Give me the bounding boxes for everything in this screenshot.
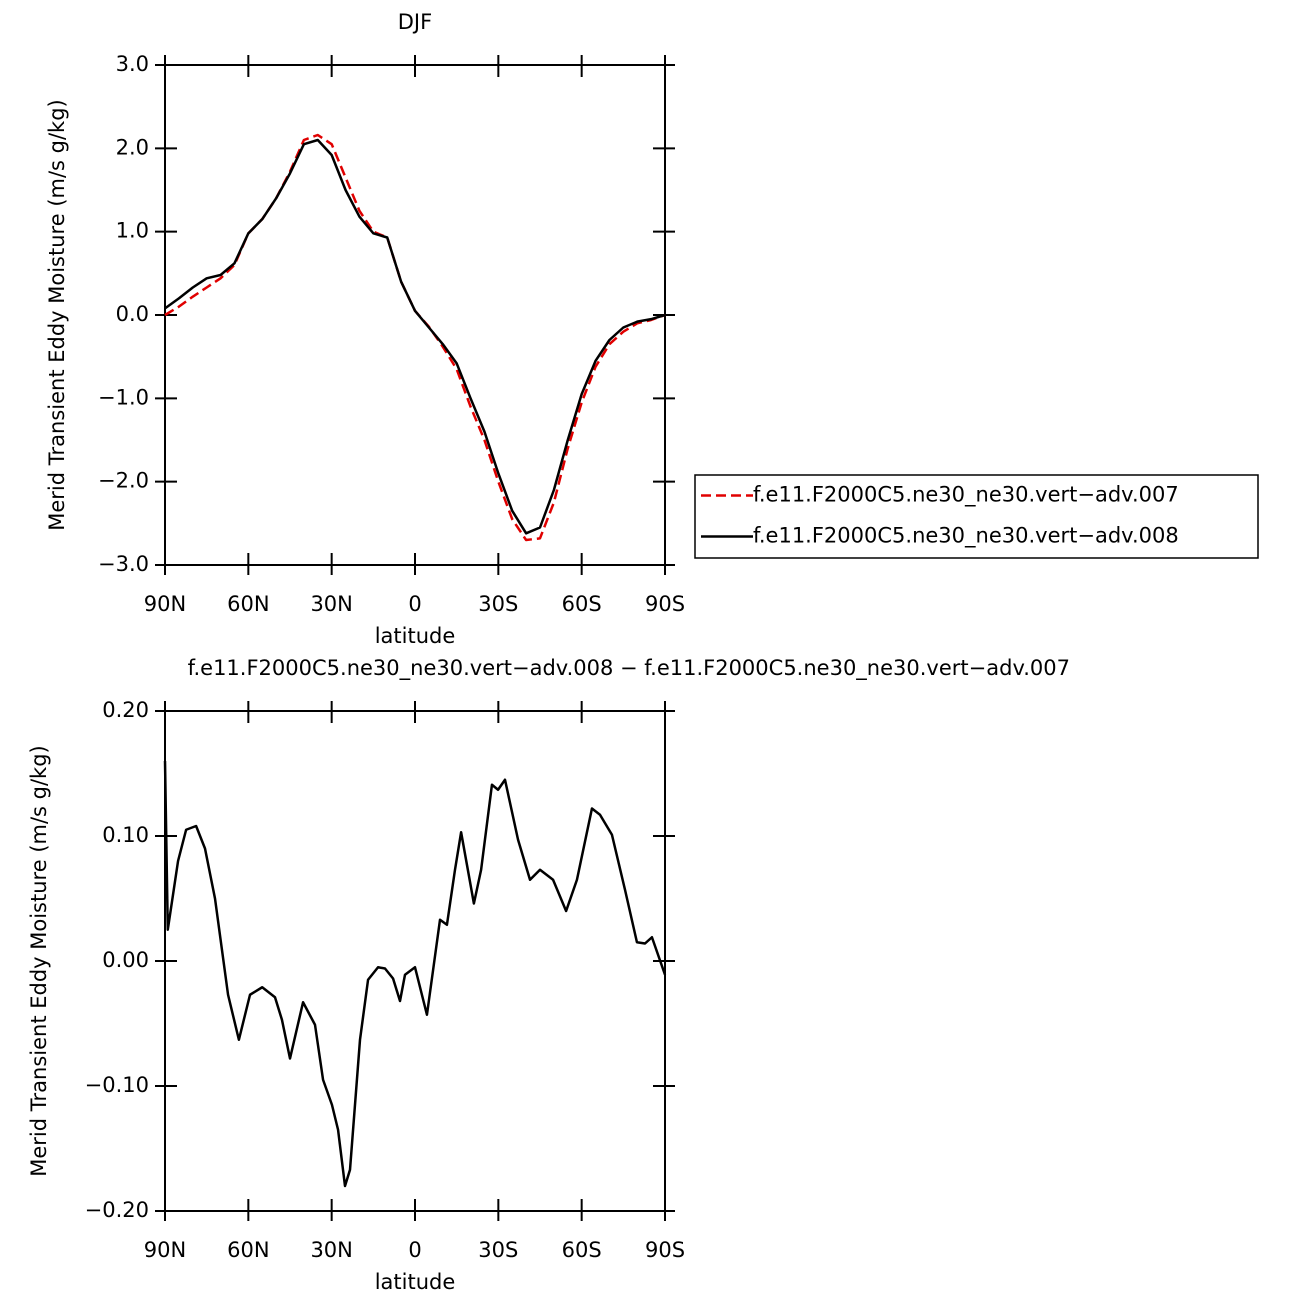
x-tick-label: 30N bbox=[310, 1238, 352, 1262]
y-tick-label: 3.0 bbox=[116, 52, 149, 76]
x-tick-label: 60N bbox=[227, 1238, 269, 1262]
y-axis-label: Merid Transient Eddy Moisture (m/s g/kg) bbox=[27, 745, 51, 1177]
y-tick-label: −0.20 bbox=[85, 1198, 149, 1222]
plot-frame bbox=[164, 710, 666, 1212]
x-axis-label: latitude bbox=[375, 1270, 456, 1294]
legend-label: f.e11.F2000C5.ne30_ne30.vert−adv.007 bbox=[753, 483, 1179, 508]
x-tick-label: 60S bbox=[562, 592, 602, 616]
y-tick-label: 1.0 bbox=[116, 219, 149, 243]
data-line bbox=[164, 138, 666, 535]
x-tick-label: 30S bbox=[478, 592, 518, 616]
x-tick-label: 90S bbox=[645, 1238, 685, 1262]
x-tick-label: 90N bbox=[144, 1238, 186, 1262]
y-tick-label: 0.20 bbox=[102, 698, 149, 722]
y-tick-label: −0.10 bbox=[85, 1073, 149, 1097]
x-tick-label: 60N bbox=[227, 592, 269, 616]
y-tick-label: 0.10 bbox=[102, 823, 149, 847]
data-line bbox=[164, 133, 666, 542]
chart-title: DJF bbox=[398, 10, 432, 34]
y-tick-label: 2.0 bbox=[116, 135, 149, 159]
x-tick-label: 0 bbox=[408, 592, 421, 616]
legend-box bbox=[694, 474, 1259, 559]
x-tick-label: 30N bbox=[310, 592, 352, 616]
x-tick-label: 90N bbox=[144, 592, 186, 616]
y-tick-label: 0.00 bbox=[102, 948, 149, 972]
data-line bbox=[163, 760, 667, 1188]
y-tick-label: −1.0 bbox=[98, 385, 149, 409]
chart-title: f.e11.F2000C5.ne30_ne30.vert−adv.008 − f… bbox=[188, 656, 1070, 681]
plot-frame bbox=[164, 64, 666, 566]
y-tick-label: −3.0 bbox=[98, 552, 149, 576]
y-tick-label: −2.0 bbox=[98, 469, 149, 493]
x-axis-label: latitude bbox=[375, 624, 456, 648]
x-tick-label: 30S bbox=[478, 1238, 518, 1262]
y-axis-label: Merid Transient Eddy Moisture (m/s g/kg) bbox=[45, 99, 69, 531]
x-tick-label: 0 bbox=[408, 1238, 421, 1262]
x-tick-label: 90S bbox=[645, 592, 685, 616]
y-tick-label: 0.0 bbox=[116, 302, 149, 326]
legend-label: f.e11.F2000C5.ne30_ne30.vert−adv.008 bbox=[753, 524, 1179, 549]
x-tick-label: 60S bbox=[562, 1238, 602, 1262]
